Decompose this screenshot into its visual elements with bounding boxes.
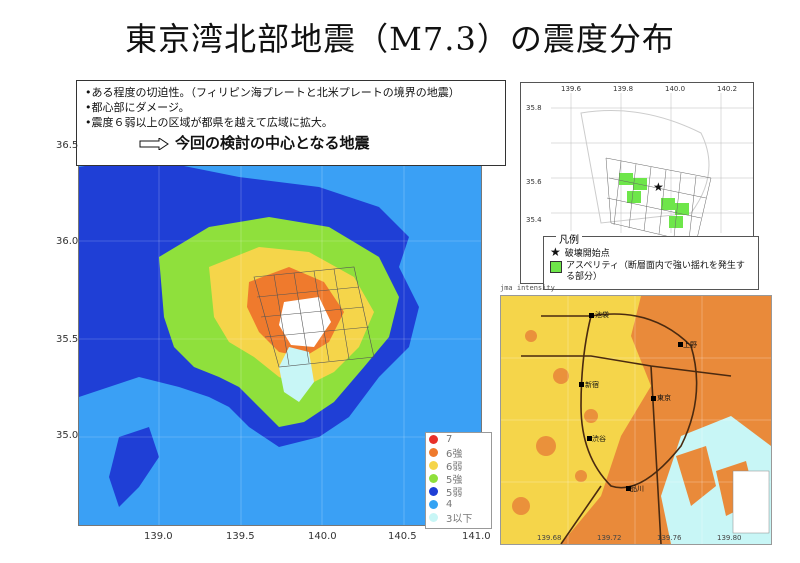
main-intensity-map [78, 146, 482, 526]
info-line-3: •震度６弱以上の区域が都県を越えて広域に拡大。 [85, 116, 333, 129]
legend-label: 6強 [446, 449, 463, 460]
legend-item-text: アスペリティ（断層面内で強い揺れを発生する部分） [566, 261, 745, 282]
legend-row: 6弱 [426, 459, 491, 473]
zoom-lon-label: 139.80 [717, 534, 742, 542]
legend-row: 5強 [426, 472, 491, 486]
lat-label: 35.0 [56, 430, 79, 441]
zoom-lon-label: 139.72 [597, 534, 622, 542]
inset-lon-label: 139.6 [561, 85, 582, 93]
page-title: 東京湾北部地震（M7.3）の震度分布 [125, 20, 675, 58]
inset-lat-label: 35.6 [526, 178, 542, 186]
station-label: 渋谷 [592, 435, 606, 443]
lon-label: 139.0 [144, 531, 173, 542]
zoom-lon-label: 139.68 [537, 534, 562, 542]
right-arrow-icon [139, 136, 169, 151]
station-label: 新宿 [585, 381, 599, 389]
inset-lon-label: 140.2 [717, 85, 738, 93]
legend-item-start: ★ 破壊開始点 [550, 245, 610, 259]
star-icon: ★ [550, 245, 561, 259]
lat-label: 36.5 [56, 140, 79, 151]
station-label: 池袋 [595, 311, 609, 319]
lon-label: 139.5 [226, 531, 255, 542]
station-label: 品川 [630, 485, 644, 493]
inset-lat-label: 35.8 [526, 104, 542, 112]
lon-label: 140.0 [308, 531, 337, 542]
info-line-1: •ある程度の切迫性。（フィリピン海プレートと北米プレートの境界の地震） [85, 86, 460, 99]
zoom-map-graphic [501, 296, 771, 544]
svg-text:★: ★ [653, 180, 664, 194]
legend-swatch [429, 448, 438, 457]
station-label: 上野 [683, 341, 697, 349]
legend-swatch [429, 474, 438, 483]
zoom-map-header: jma intensity [500, 284, 555, 292]
lon-label: 140.5 [388, 531, 417, 542]
info-box: •ある程度の切迫性。（フィリピン海プレートと北米プレートの境界の地震） •都心部… [76, 80, 506, 166]
inset-lon-label: 140.0 [665, 85, 686, 93]
legend-label: 3以下 [446, 514, 473, 525]
legend-item-text: 破壊開始点 [564, 248, 610, 259]
lat-label: 35.5 [56, 334, 79, 345]
lat-label: 36.0 [56, 236, 79, 247]
inset-map-graphic: ★ [551, 93, 753, 244]
legend-swatch [429, 461, 438, 470]
legend-swatch [429, 487, 438, 496]
tokyo-zoom-map [500, 295, 772, 545]
legend-row: 3以下 [426, 511, 491, 525]
legend-label: 6弱 [446, 462, 463, 473]
legend-row: 7 [426, 433, 491, 446]
legend-label: 7 [446, 434, 453, 445]
legend-row: 4 [426, 498, 491, 511]
info-line-2: •都心部にダメージ。 [85, 101, 190, 114]
legend-item-asperity: アスペリティ（断層面内で強い揺れを発生する部分） [550, 261, 750, 283]
legend-label: 5強 [446, 475, 463, 486]
legend-label: 4 [446, 499, 453, 510]
green-square-icon [550, 261, 562, 273]
focus-line: 今回の検討の中心となる地震 [85, 136, 497, 151]
intensity-legend: 7 6強 6弱 5強 5弱 4 3以下 [425, 432, 492, 529]
legend-label: 5弱 [446, 488, 463, 499]
legend-swatch [429, 500, 438, 509]
inset-legend-title: 凡例 [556, 231, 582, 246]
inset-lon-label: 139.8 [613, 85, 634, 93]
legend-swatch [429, 513, 438, 522]
lon-label: 141.0 [462, 531, 491, 542]
station-label: 東京 [657, 394, 671, 402]
main-map-graphic [79, 147, 481, 525]
inset-lat-label: 35.4 [526, 216, 542, 224]
zoom-lon-label: 139.76 [657, 534, 682, 542]
focus-text: 今回の検討の中心となる地震 [175, 134, 370, 152]
legend-row: 6強 [426, 446, 491, 460]
legend-row: 5弱 [426, 485, 491, 499]
legend-swatch [429, 435, 438, 444]
